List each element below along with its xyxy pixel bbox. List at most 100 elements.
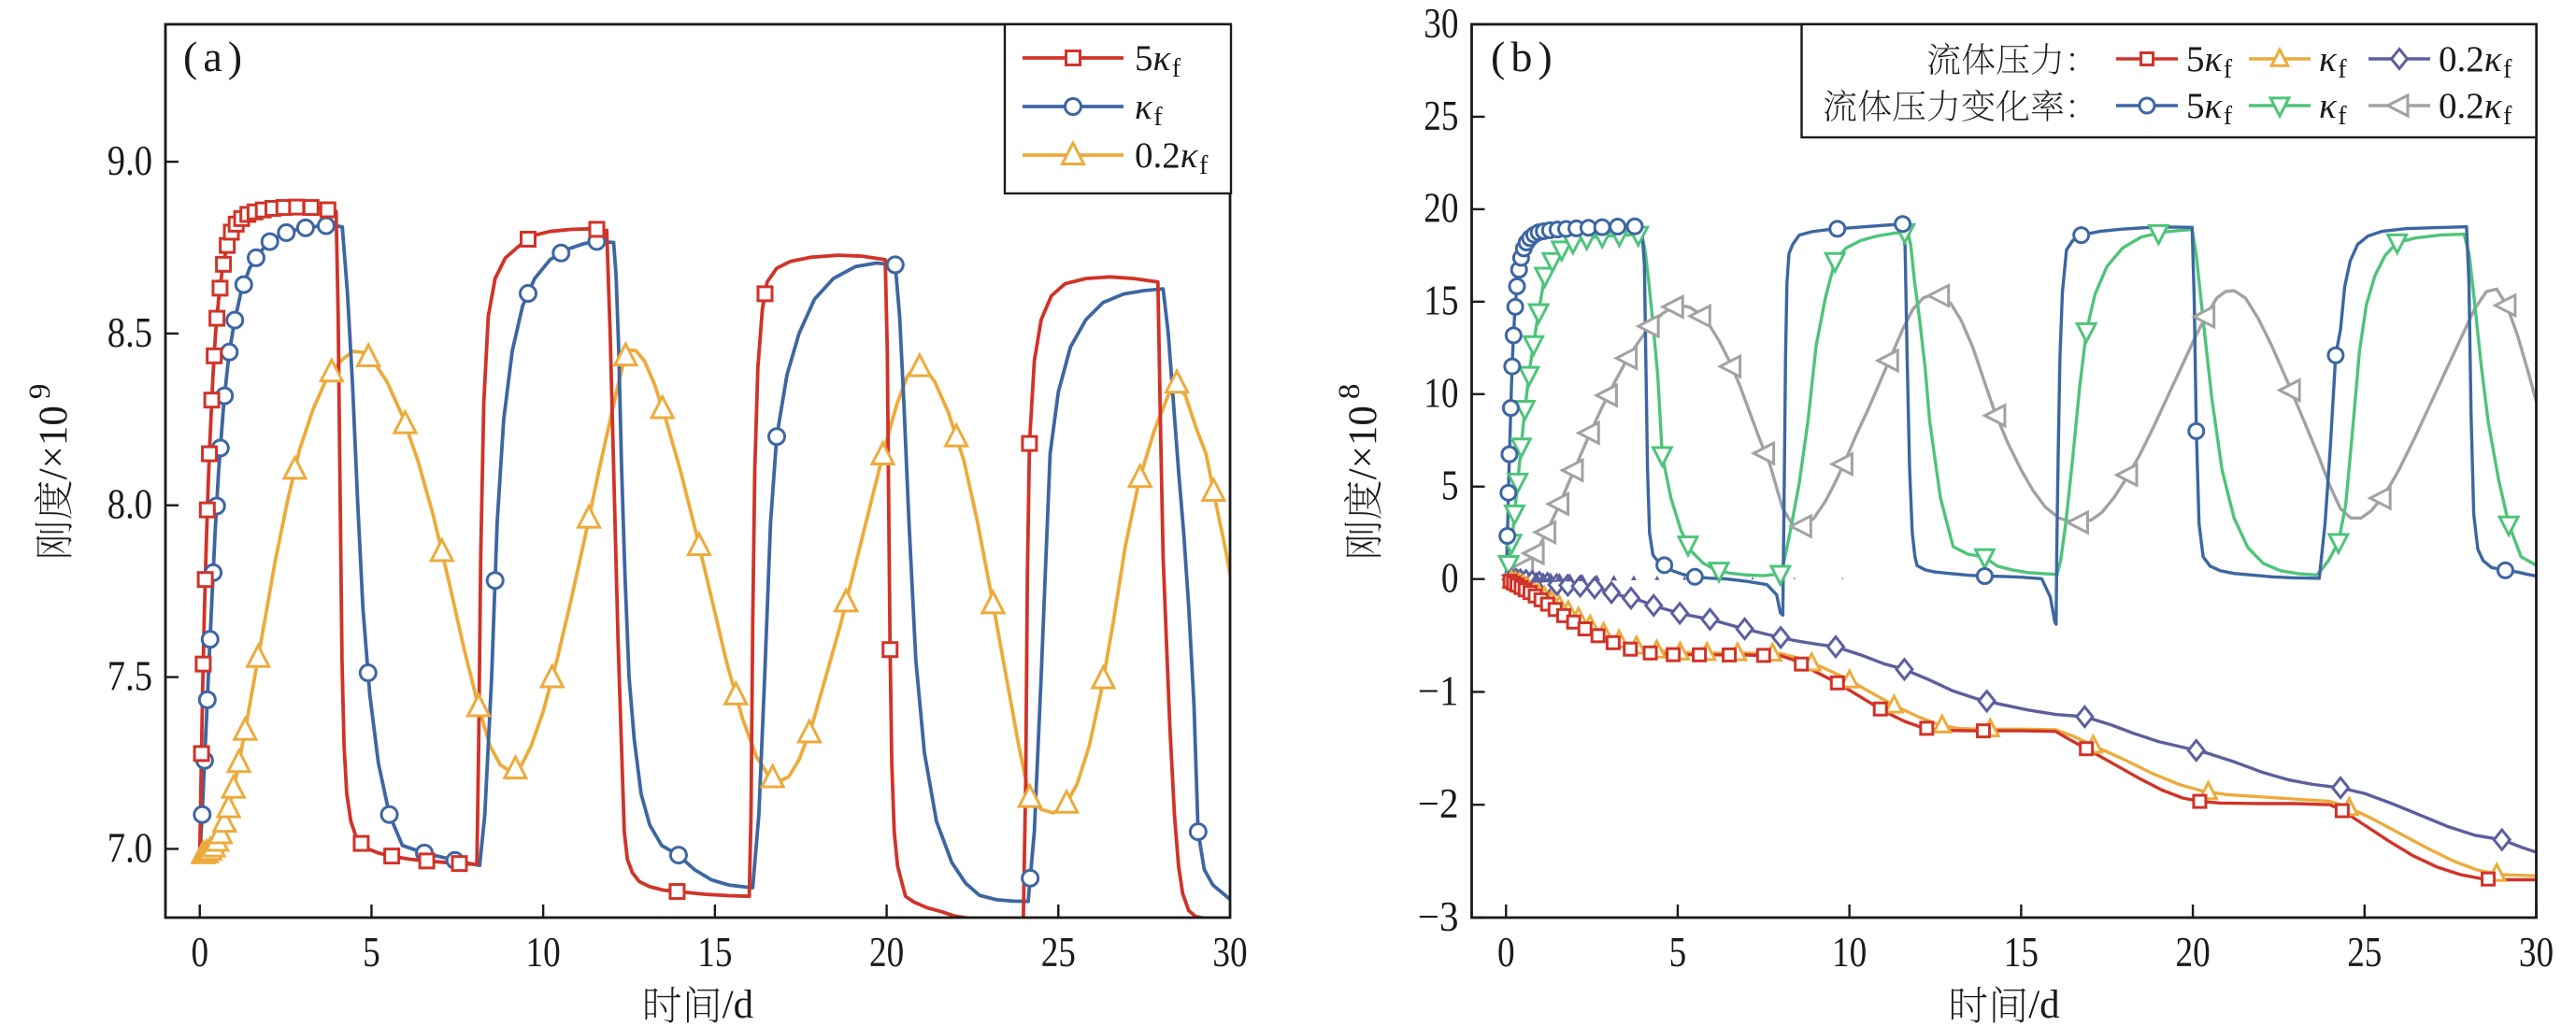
y-tick-label: 8.0 (107, 481, 152, 528)
svg-text:κ: κ (1135, 87, 1153, 127)
y-axis-label-latin: /×10 (1341, 406, 1385, 479)
axes: 0 5 10 15 20 25 30 7.0 7.5 8.0 8.5 9.0 (107, 22, 1248, 976)
series-line-b-p-02kf (1504, 577, 2537, 854)
x-tick-label: 5 (1669, 929, 1687, 976)
x-axis-label-latin: /d (723, 983, 753, 1026)
x-tick-label: 25 (1041, 929, 1076, 976)
y-tick-label: 7.5 (107, 652, 152, 699)
cjk-text (1927, 42, 2074, 76)
zero-line-residual-markers (1529, 571, 1844, 583)
markers-a-02kf (190, 340, 1227, 864)
y-tick-label: 20 (1424, 185, 1458, 232)
y-tick-label: −1 (1418, 667, 1459, 714)
svg-text:κ: κ (2319, 86, 2338, 126)
svg-text:f: f (2338, 102, 2347, 131)
cjk-text (1824, 89, 2074, 122)
series-markers (1496, 215, 2521, 887)
legend-entry-a-02kf: 0.2 κ f (1023, 135, 1209, 180)
series-line-b-r-kf (1504, 228, 2537, 580)
svg-text:f: f (1153, 103, 1163, 132)
x-axis-label-latin: /d (2028, 983, 2059, 1026)
svg-text:κ: κ (2484, 86, 2503, 126)
y-tick-label: 5 (1441, 463, 1459, 509)
y-axis-label: /×10 9 (23, 384, 76, 557)
svg-text:κ: κ (2205, 39, 2224, 79)
svg-text:0.2: 0.2 (1135, 135, 1181, 176)
x-tick-label: 10 (1832, 929, 1867, 976)
y-axis-label-sup: 9 (23, 384, 57, 400)
markers-b-r-5kf (1498, 215, 2514, 586)
series-lines (197, 205, 1230, 918)
svg-text:f: f (2338, 55, 2347, 84)
legend-box (1800, 22, 2538, 139)
panel-tag: (a) (183, 33, 248, 80)
y-tick-label: 15 (1424, 278, 1458, 324)
y-axis-label-sup: 8 (1333, 384, 1367, 400)
series-line-a-5kf (197, 205, 1230, 918)
markers-b-p-kf (1500, 568, 2508, 882)
y-tick-label: 30 (1424, 0, 1458, 47)
x-tick-label: 25 (2347, 929, 2382, 976)
y-tick-label: 10 (1424, 370, 1458, 417)
legend-box (1003, 22, 1233, 195)
y-tick-label: 9.0 (107, 137, 152, 184)
x-tick-label: 30 (1212, 929, 1247, 976)
x-tick-label: 0 (191, 929, 208, 976)
svg-text:5: 5 (2186, 39, 2205, 79)
series-lines (1504, 222, 2537, 882)
cjk-text (1343, 480, 1381, 557)
series-markers (190, 198, 1227, 901)
markers-a-5kf (193, 198, 1038, 901)
cjk-text (645, 986, 720, 1023)
svg-text:κ: κ (2205, 86, 2224, 126)
legend: 5 κ f κ f 0.2 κ f5 κ f κ f 0.2 κ f (1800, 22, 2538, 139)
y-axis-label: /×10 8 (1333, 384, 1385, 557)
svg-text:f: f (1172, 54, 1181, 83)
svg-text:5: 5 (1135, 38, 1153, 78)
cjk-text (1951, 986, 2026, 1023)
x-tick-label: 15 (697, 929, 732, 976)
y-tick-label: −2 (1418, 780, 1459, 827)
svg-text:f: f (2503, 55, 2512, 84)
markers-b-p-02kf (1501, 567, 2512, 852)
svg-text:κ: κ (1153, 38, 1172, 78)
svg-text:f: f (2224, 102, 2233, 131)
y-tick-label: 8.5 (107, 309, 152, 356)
x-axis-label: /d (1951, 983, 2060, 1026)
cjk-text (34, 480, 72, 557)
svg-text:κ: κ (1181, 135, 1199, 176)
svg-text:0.2: 0.2 (2439, 39, 2484, 79)
series-line-a-kf (197, 223, 1230, 904)
svg-text:0.2: 0.2 (2439, 86, 2484, 126)
series-line-b-p-5kf (1504, 577, 2537, 882)
markers-b-r-kf (1496, 222, 2521, 588)
svg-text:5: 5 (2186, 86, 2205, 126)
x-tick-label: 10 (526, 929, 561, 976)
x-tick-label: 30 (2519, 929, 2554, 976)
y-tick-label: 25 (1424, 93, 1458, 139)
svg-text:κ: κ (2319, 39, 2338, 79)
panel-a: 0 5 10 15 20 25 30 7.0 7.5 8.0 8.5 9.0 /×10 9/d (a) 5 κ f… (23, 22, 1248, 1026)
legend-entry-b-p-02kf: 0.2 κ f (2368, 39, 2512, 84)
x-tick-label: 15 (2004, 929, 2039, 976)
panel-b: 0 5 10 15 20 25 30 0 5 10 15 20 25 30 −1 −2 −3 /×10 8/d (b)… (1333, 0, 2554, 1026)
markers-b-p-5kf (1502, 574, 2497, 887)
x-axis-label: /d (645, 983, 753, 1026)
panel-tag: (b) (1491, 33, 1558, 80)
svg-text:f: f (2224, 55, 2233, 84)
legend-entry-b-r-02kf: 0.2 κ f (2368, 86, 2512, 131)
svg-text:κ: κ (2484, 39, 2503, 79)
series-line-b-p-kf (1504, 577, 2537, 877)
y-tick-label: 7.0 (107, 824, 152, 871)
legend: 5 κ fκ f0.2 κ f (1003, 22, 1233, 195)
y-axis-label-latin: /×10 (32, 406, 76, 479)
x-tick-label: 0 (1497, 929, 1515, 976)
x-tick-label: 20 (869, 929, 904, 976)
